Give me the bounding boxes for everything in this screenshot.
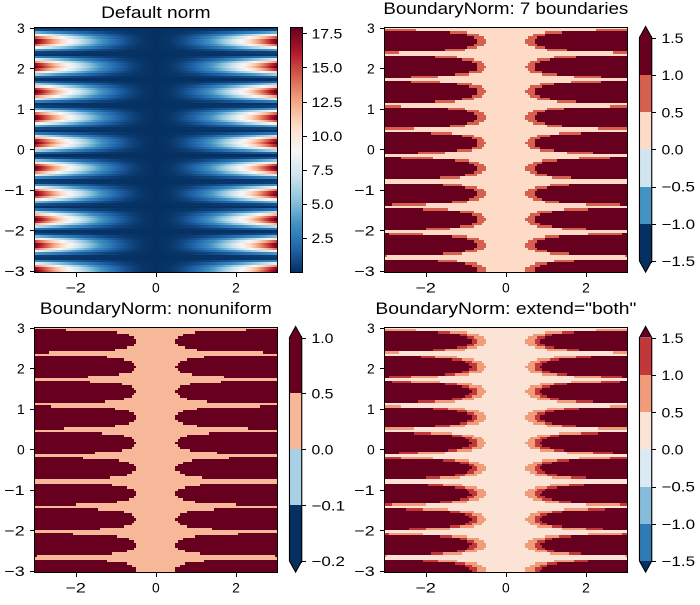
svg-text:−0.5: −0.5	[661, 479, 695, 495]
svg-text:−0.1: −0.1	[311, 497, 345, 513]
svg-text:0.5: 0.5	[661, 104, 683, 120]
svg-text:−1.0: −1.0	[661, 516, 695, 532]
svg-text:−2: −2	[4, 223, 25, 239]
svg-text:0: 0	[367, 142, 375, 158]
svg-text:1.5: 1.5	[661, 330, 683, 346]
svg-text:2: 2	[232, 280, 240, 296]
svg-text:−2: −2	[65, 580, 86, 596]
svg-text:0.0: 0.0	[661, 442, 683, 458]
svg-text:−1.0: −1.0	[661, 216, 695, 232]
svg-text:−2: −2	[65, 280, 86, 296]
svg-text:−1: −1	[4, 482, 25, 498]
svg-text:15.0: 15.0	[311, 60, 342, 76]
svg-text:−1: −1	[354, 182, 375, 198]
svg-text:1: 1	[367, 101, 375, 117]
svg-text:−0.2: −0.2	[311, 553, 345, 569]
svg-text:1.5: 1.5	[661, 30, 683, 46]
svg-text:3: 3	[17, 320, 25, 336]
svg-text:0: 0	[502, 580, 510, 596]
svg-text:−3: −3	[4, 263, 25, 279]
svg-text:2: 2	[367, 60, 375, 76]
svg-text:0: 0	[502, 280, 510, 296]
svg-text:2: 2	[17, 360, 25, 376]
svg-text:0: 0	[17, 442, 25, 458]
svg-text:10.0: 10.0	[311, 128, 342, 144]
svg-text:3: 3	[367, 320, 375, 336]
svg-text:2: 2	[582, 580, 590, 596]
svg-text:2: 2	[232, 580, 240, 596]
svg-text:17.5: 17.5	[311, 26, 342, 42]
svg-text:3: 3	[17, 20, 25, 36]
svg-text:0.5: 0.5	[661, 404, 683, 420]
svg-text:−3: −3	[4, 563, 25, 579]
svg-text:2: 2	[17, 60, 25, 76]
svg-text:1.0: 1.0	[311, 330, 333, 346]
svg-text:−2: −2	[354, 523, 375, 539]
svg-text:−0.5: −0.5	[661, 179, 695, 195]
svg-text:−1.5: −1.5	[661, 553, 695, 569]
svg-text:0.5: 0.5	[311, 386, 333, 402]
svg-text:0.0: 0.0	[311, 442, 333, 458]
svg-text:12.5: 12.5	[311, 94, 342, 110]
svg-text:−2: −2	[4, 523, 25, 539]
svg-text:0: 0	[367, 442, 375, 458]
svg-text:1.0: 1.0	[661, 67, 683, 83]
svg-text:5.0: 5.0	[311, 196, 333, 212]
svg-text:2: 2	[367, 360, 375, 376]
svg-text:1: 1	[17, 101, 25, 117]
svg-text:7.5: 7.5	[311, 162, 333, 178]
svg-text:2: 2	[582, 280, 590, 296]
svg-text:1.0: 1.0	[661, 367, 683, 383]
svg-text:0: 0	[152, 580, 160, 596]
svg-text:−3: −3	[354, 563, 375, 579]
svg-text:−2: −2	[415, 580, 436, 596]
svg-text:0: 0	[17, 142, 25, 158]
svg-text:−1: −1	[4, 182, 25, 198]
svg-text:−2: −2	[354, 223, 375, 239]
svg-text:BoundaryNorm: extend="both": BoundaryNorm: extend="both"	[375, 299, 636, 318]
svg-text:BoundaryNorm: 7 boundaries: BoundaryNorm: 7 boundaries	[383, 0, 628, 18]
svg-text:0.0: 0.0	[661, 142, 683, 158]
svg-text:1: 1	[17, 401, 25, 417]
svg-text:3: 3	[367, 20, 375, 36]
svg-text:−1.5: −1.5	[661, 253, 695, 269]
svg-text:−1: −1	[354, 482, 375, 498]
svg-text:BoundaryNorm: nonuniform: BoundaryNorm: nonuniform	[40, 299, 272, 318]
svg-text:0: 0	[152, 280, 160, 296]
svg-text:1: 1	[367, 401, 375, 417]
svg-text:Default norm: Default norm	[101, 3, 211, 22]
svg-text:2.5: 2.5	[311, 230, 333, 246]
svg-text:−2: −2	[415, 280, 436, 296]
svg-text:−3: −3	[354, 263, 375, 279]
